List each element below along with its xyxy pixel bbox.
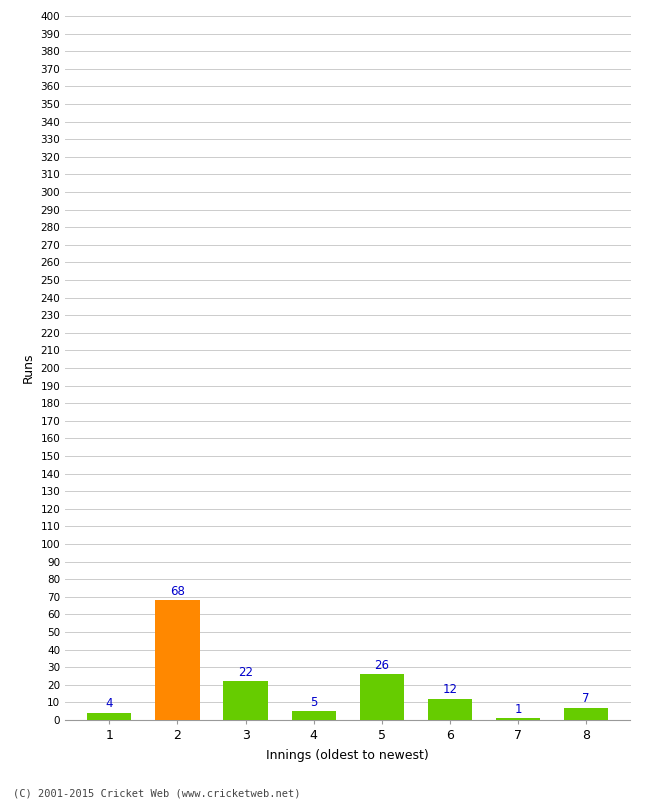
Bar (87, 713, 131, 720)
Text: (C) 2001-2015 Cricket Web (www.cricketweb.net): (C) 2001-2015 Cricket Web (www.cricketwe… (13, 788, 300, 798)
Text: 7: 7 (582, 692, 590, 705)
Bar (224, 682, 268, 720)
Text: 22: 22 (238, 666, 253, 678)
Bar (564, 708, 608, 720)
Bar (155, 600, 200, 720)
Text: 12: 12 (443, 683, 458, 696)
Text: 4: 4 (105, 698, 113, 710)
X-axis label: Innings (oldest to newest): Innings (oldest to newest) (266, 749, 429, 762)
Text: 68: 68 (170, 585, 185, 598)
Y-axis label: Runs: Runs (22, 353, 35, 383)
Text: 5: 5 (310, 695, 317, 709)
Bar (496, 718, 540, 720)
Text: 26: 26 (374, 658, 389, 672)
Bar (359, 674, 404, 720)
Text: 1: 1 (514, 702, 522, 715)
Bar (428, 699, 472, 720)
Bar (292, 711, 336, 720)
